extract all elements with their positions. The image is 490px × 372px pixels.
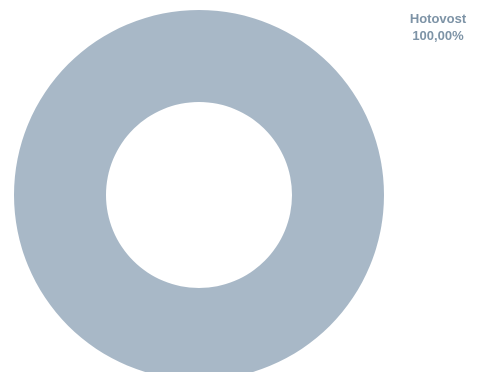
slice-label-name: Hotovost xyxy=(409,11,467,26)
slice-label-value: 100,00% xyxy=(412,28,464,43)
slice-label: Hotovost 100,00% xyxy=(398,10,478,44)
donut-slice-hotovost xyxy=(14,10,384,372)
